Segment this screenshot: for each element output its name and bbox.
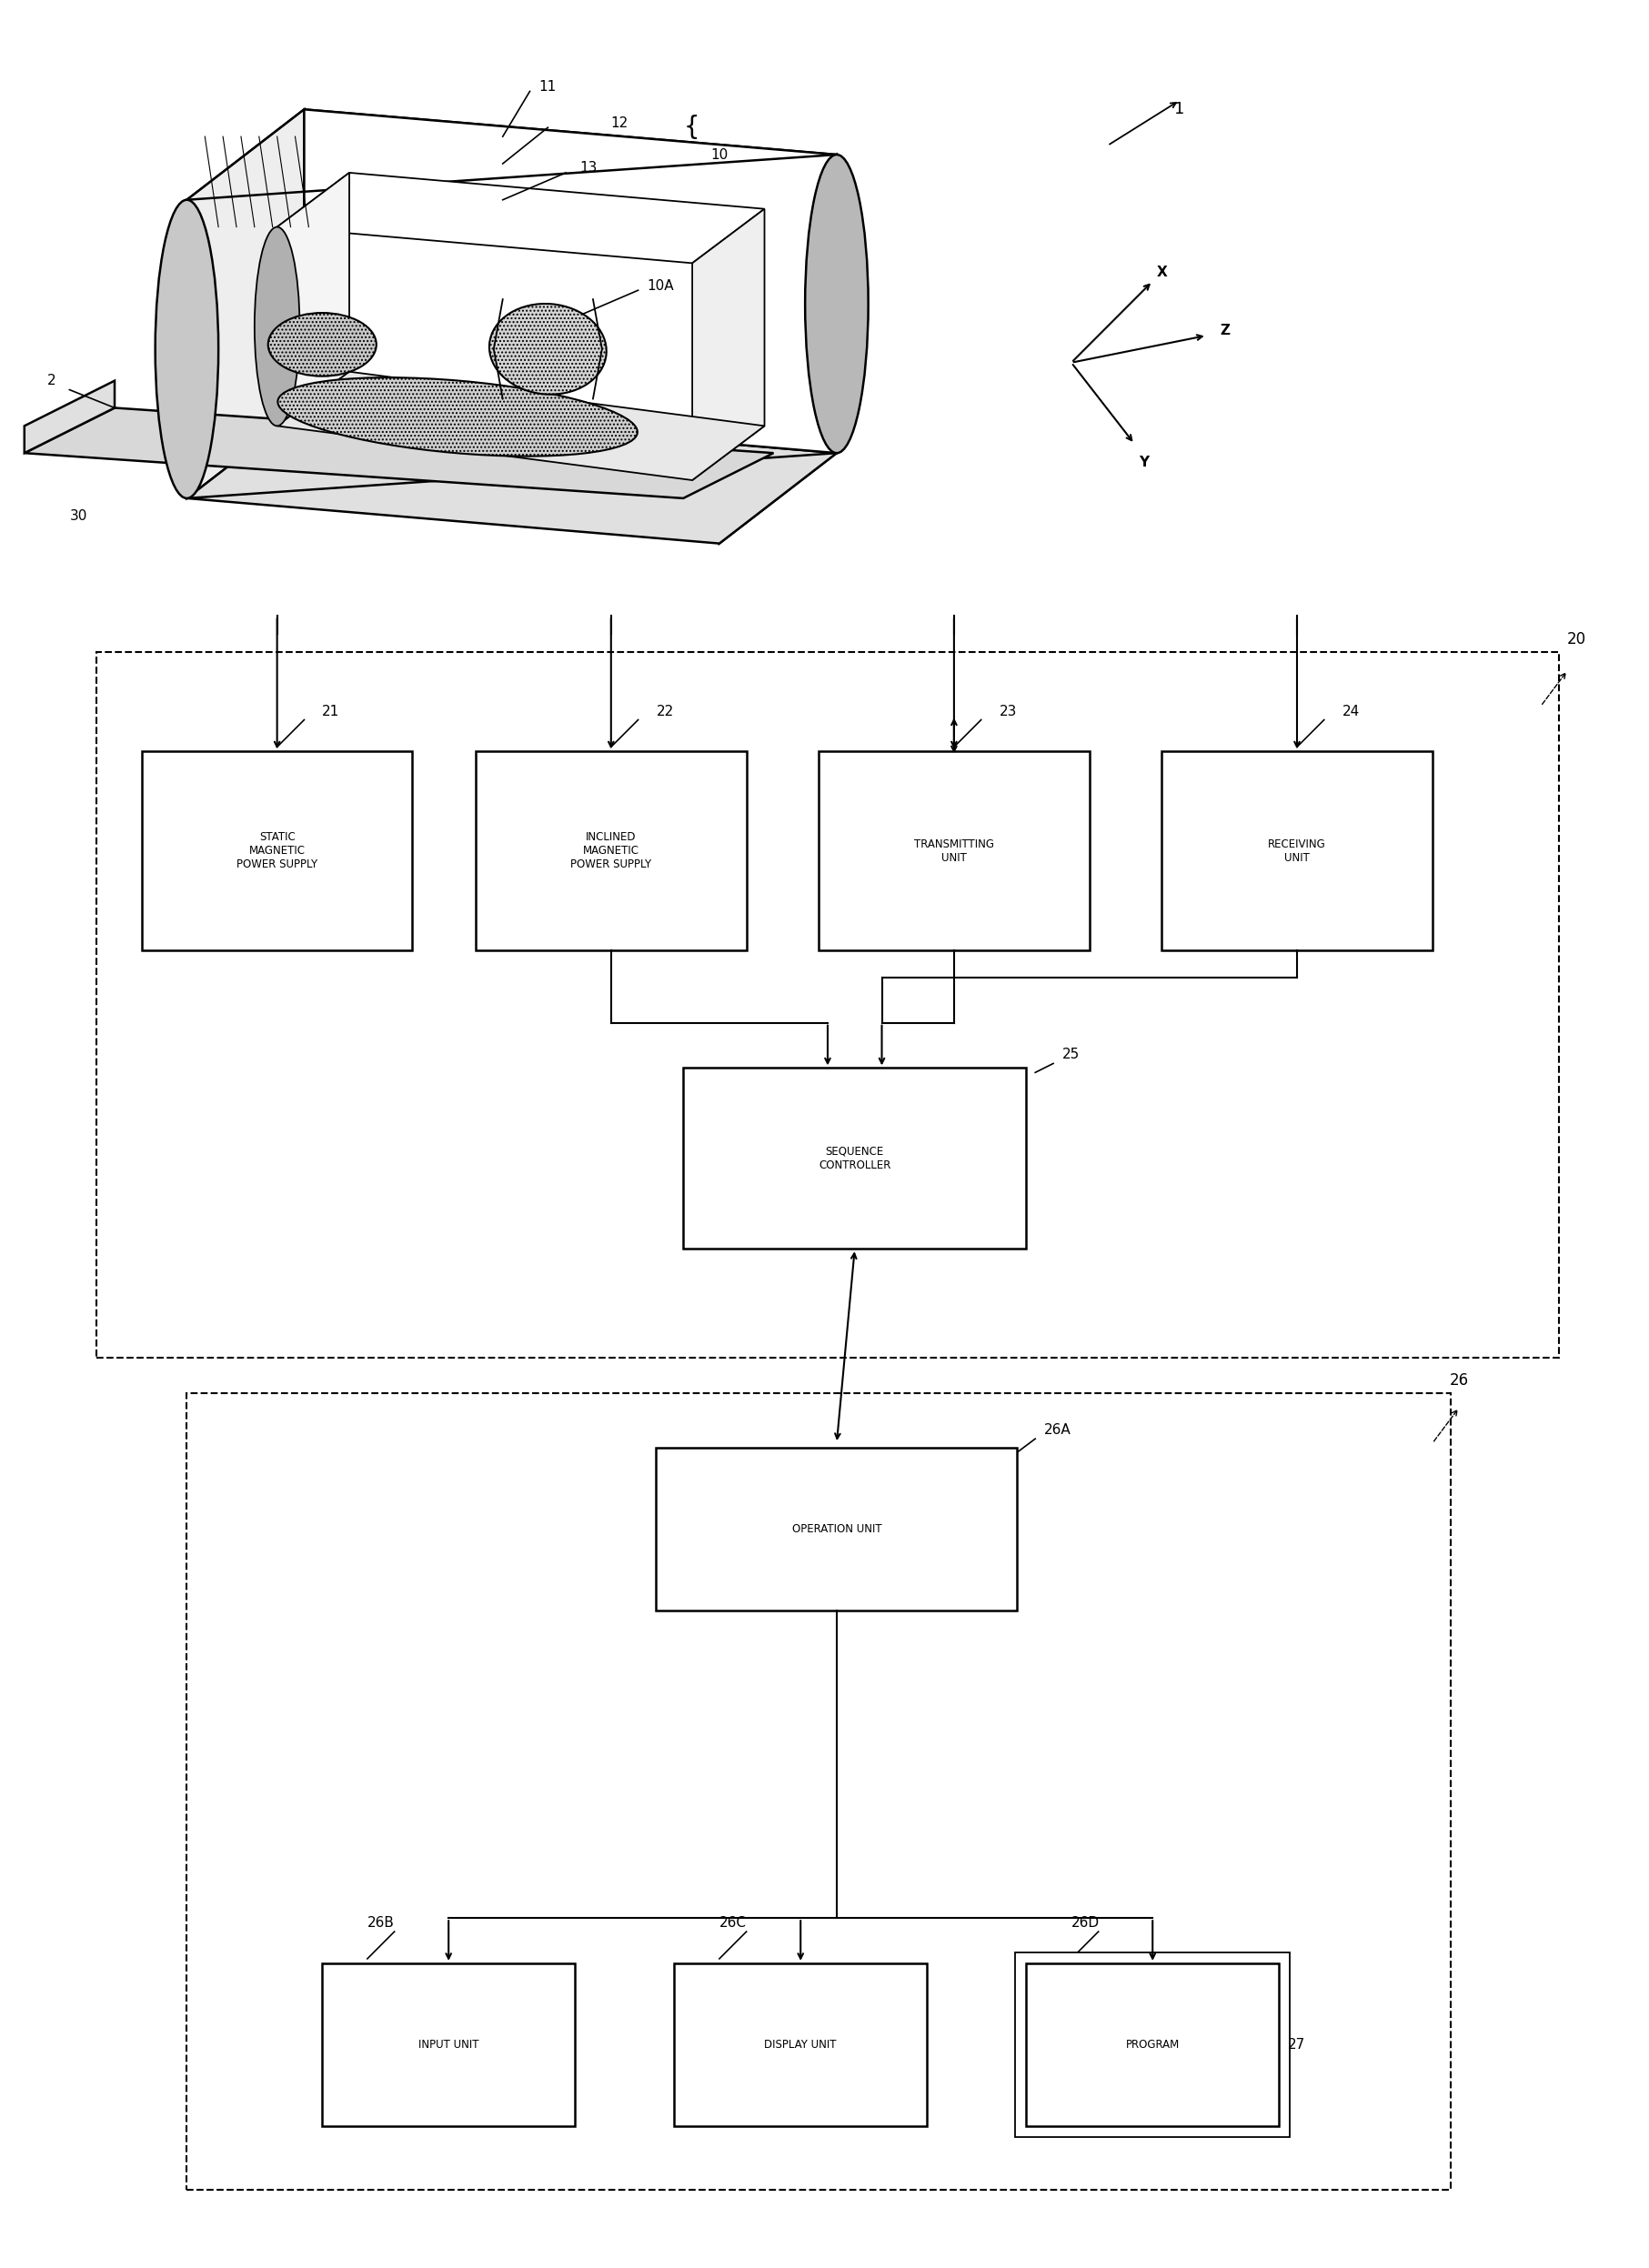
- PathPatch shape: [25, 408, 773, 499]
- Text: X: X: [1156, 265, 1167, 279]
- Ellipse shape: [155, 200, 218, 499]
- Bar: [1026, 1964, 1280, 2125]
- Ellipse shape: [269, 313, 376, 376]
- Text: 1: 1: [1174, 102, 1186, 118]
- Ellipse shape: [277, 376, 638, 456]
- Text: RECEIVING
UNIT: RECEIVING UNIT: [1268, 839, 1326, 864]
- Text: 20: 20: [1567, 631, 1586, 646]
- Text: 26: 26: [1449, 1372, 1469, 1388]
- Text: 25: 25: [1062, 1048, 1080, 1061]
- Text: 27: 27: [1288, 2039, 1306, 2053]
- PathPatch shape: [277, 172, 350, 426]
- Text: STATIC
MAGNETIC
POWER SUPPLY: STATIC MAGNETIC POWER SUPPLY: [236, 832, 318, 871]
- Text: 26D: 26D: [1072, 1916, 1100, 1930]
- Text: TRANSMITTING
UNIT: TRANSMITTING UNIT: [914, 839, 994, 864]
- Text: OPERATION UNIT: OPERATION UNIT: [792, 1524, 882, 1535]
- PathPatch shape: [693, 209, 765, 481]
- Text: 26B: 26B: [368, 1916, 394, 1930]
- Text: 26C: 26C: [719, 1916, 747, 1930]
- PathPatch shape: [186, 109, 303, 499]
- Bar: [322, 1964, 576, 2125]
- PathPatch shape: [186, 408, 836, 544]
- Bar: [142, 751, 412, 950]
- Text: 23: 23: [999, 705, 1017, 719]
- Text: 12: 12: [612, 116, 628, 129]
- PathPatch shape: [719, 154, 836, 544]
- Text: 11: 11: [539, 79, 556, 93]
- Text: 13: 13: [579, 161, 597, 175]
- Text: INPUT UNIT: INPUT UNIT: [419, 2039, 478, 2050]
- Text: 26A: 26A: [1044, 1424, 1072, 1438]
- Text: {: {: [683, 116, 699, 141]
- Bar: [818, 751, 1090, 950]
- Text: PROGRAM: PROGRAM: [1126, 2039, 1179, 2050]
- PathPatch shape: [186, 109, 836, 245]
- Bar: [656, 1447, 1017, 1610]
- Text: DISPLAY UNIT: DISPLAY UNIT: [765, 2039, 836, 2050]
- PathPatch shape: [25, 381, 115, 454]
- Text: 21: 21: [322, 705, 340, 719]
- Text: 10: 10: [711, 147, 727, 161]
- Text: Y: Y: [1138, 456, 1149, 469]
- Text: 30: 30: [69, 510, 87, 524]
- Ellipse shape: [805, 154, 869, 454]
- PathPatch shape: [303, 109, 836, 454]
- Bar: [1016, 1953, 1290, 2136]
- Ellipse shape: [254, 227, 300, 426]
- Bar: [683, 1068, 1026, 1250]
- Text: 24: 24: [1342, 705, 1360, 719]
- PathPatch shape: [277, 372, 765, 481]
- Text: 10A: 10A: [646, 279, 674, 293]
- Text: Z: Z: [1220, 324, 1230, 338]
- Text: SEQUENCE
CONTROLLER: SEQUENCE CONTROLLER: [818, 1145, 890, 1170]
- Bar: [674, 1964, 927, 2125]
- Text: INCLINED
MAGNETIC
POWER SUPPLY: INCLINED MAGNETIC POWER SUPPLY: [571, 832, 651, 871]
- PathPatch shape: [277, 172, 765, 263]
- Bar: [186, 1393, 1451, 2189]
- Text: 2: 2: [48, 374, 56, 388]
- Bar: [1161, 751, 1433, 950]
- Bar: [97, 651, 1558, 1356]
- Ellipse shape: [490, 304, 607, 395]
- Text: 22: 22: [656, 705, 674, 719]
- Bar: [475, 751, 747, 950]
